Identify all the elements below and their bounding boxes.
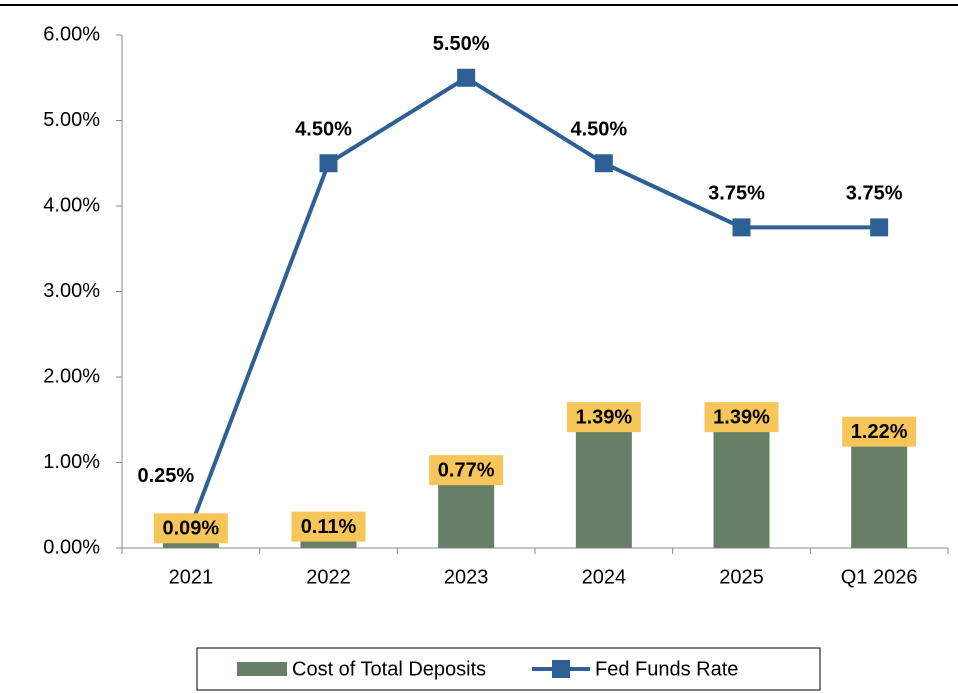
line [188,75,880,528]
marker [319,154,338,173]
x-tick-label: 2022 [306,566,351,588]
value-label: 1.39% [575,406,632,428]
marker [457,68,476,87]
bar [438,482,495,548]
value-label: 0.09% [162,518,219,540]
value-label: 1.39% [713,406,770,428]
y-tick-label: 1.00% [43,451,100,473]
value-label: 3.75% [846,183,903,205]
legend-label: Cost of Total Deposits [292,658,486,680]
x-tick-label: 2023 [444,566,489,588]
marker [594,154,613,173]
x-tick-label: Q1 2026 [841,566,918,588]
value-label: 4.50% [295,119,352,141]
legend-box [196,647,821,691]
value-label: 5.50% [433,33,490,55]
bar [575,429,632,548]
legend-label: Fed Funds Rate [595,658,738,680]
marker [732,218,751,237]
value-label-box [842,416,917,447]
value-label: 0.11% [301,516,357,538]
legend-swatch [237,662,287,676]
bar [300,538,357,548]
bar [162,540,219,548]
y-tick-label: 6.00% [43,23,100,45]
y-tick-label: 3.00% [43,280,100,302]
bar [713,429,770,548]
bar [851,443,908,548]
y-tick-label: 0.00% [43,536,100,558]
value-label-box [566,402,641,433]
x-tick-label: 2024 [582,566,627,588]
x-tick-label: 2021 [169,566,214,588]
marker [870,218,889,237]
y-tick-label: 5.00% [43,109,100,131]
y-tick-label: 2.00% [43,365,100,387]
value-label: 1.22% [851,421,908,443]
value-label-box [704,402,779,433]
value-label-box [291,511,366,542]
y-tick-label: 4.00% [43,194,100,216]
value-label: 0.25% [137,465,194,487]
value-label: 0.77% [438,459,495,481]
value-label-box [429,455,504,486]
x-tick-label: 2025 [719,566,764,588]
legend-marker [552,660,570,678]
value-label: 4.50% [570,119,627,141]
value-label-box [153,513,228,544]
value-label: 3.75% [708,183,765,205]
